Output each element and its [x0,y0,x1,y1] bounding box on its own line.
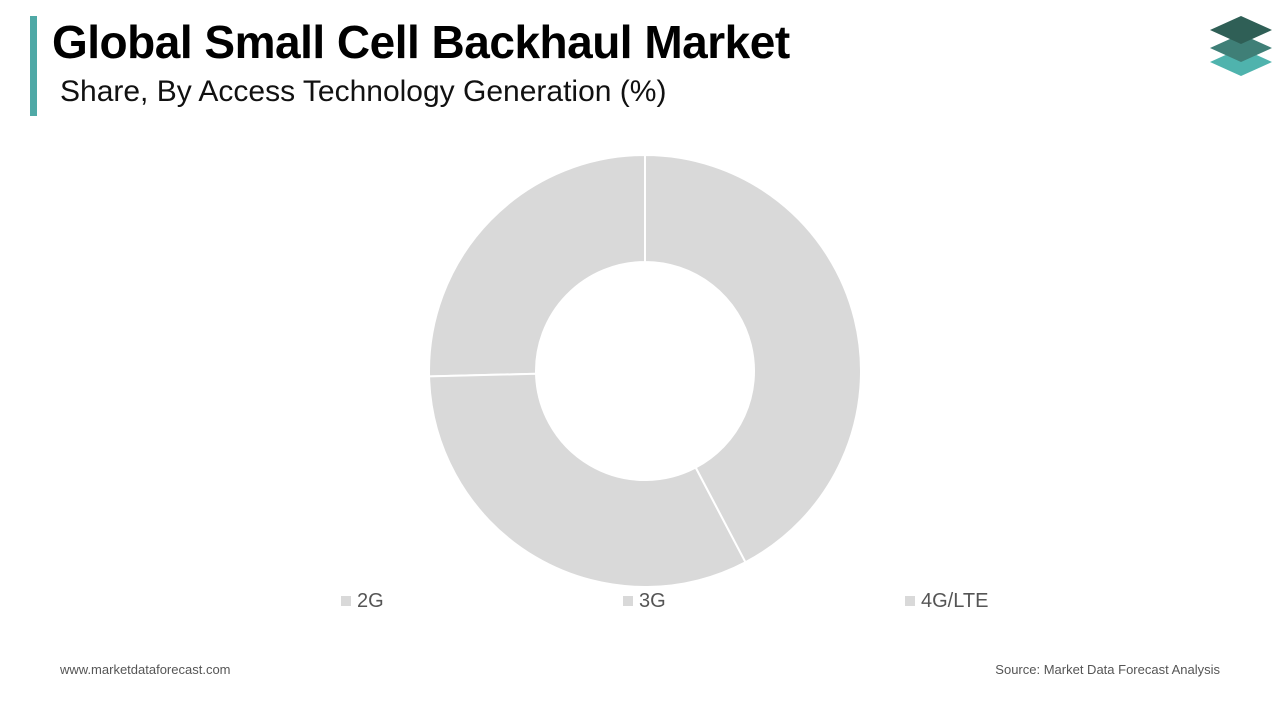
donut-slice-2g [428,153,646,378]
legend-item-4g-lte: 4G/LTE [905,589,988,613]
chart-subtitle: Share, By Access Technology Generation (… [60,75,667,108]
legend-swatch-3g [623,596,633,606]
footer-website: www.marketdataforecast.com [60,662,231,677]
legend-label-3g: 3G [639,590,666,612]
legend-label-2g: 2G [357,590,384,612]
logo-layer-middle [1210,34,1272,62]
footer-source: Source: Market Data Forecast Analysis [995,662,1220,677]
legend-label-4g-lte: 4G/LTE [921,590,989,612]
donut-slices [428,153,862,588]
logo-layer-top [1210,16,1272,44]
legend-item-3g: 3G [623,589,666,613]
legend-swatch-2g [341,596,351,606]
donut-slice-3g [428,372,747,588]
donut-slice-4g-lte [644,153,862,564]
legend-item-2g: 2G [341,589,384,613]
stacked-layers-logo-icon [1210,16,1272,76]
title-accent-bar [30,16,37,116]
chart-title: Global Small Cell Backhaul Market [52,16,790,68]
legend-swatch-4g-lte [905,596,915,606]
